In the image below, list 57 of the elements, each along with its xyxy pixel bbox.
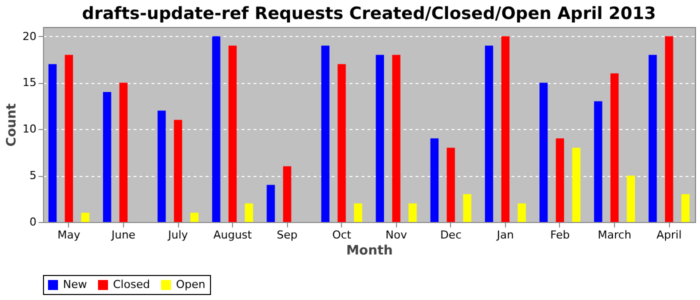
bar	[244, 203, 254, 222]
x-tick-label: Sep	[276, 228, 298, 242]
x-tick-label: June	[110, 228, 136, 242]
bar	[540, 82, 548, 222]
x-tick-label: Nov	[386, 228, 408, 242]
y-tick-label: 0	[30, 216, 36, 228]
bar	[594, 101, 602, 222]
legend-label: New	[63, 278, 87, 291]
x-tick-label: Oct	[332, 228, 352, 242]
bar	[48, 64, 57, 222]
bar	[119, 82, 128, 222]
bar	[174, 120, 182, 222]
bar	[610, 73, 619, 222]
bar	[626, 176, 635, 222]
x-tick-label: Jan	[496, 228, 514, 242]
bar	[664, 36, 674, 222]
bar	[430, 138, 439, 222]
y-axis-title: Count	[4, 103, 20, 147]
bar	[321, 46, 330, 222]
y-tick-label: 5	[30, 169, 36, 182]
x-tick-label: Feb	[550, 228, 570, 242]
bar	[64, 54, 74, 222]
bar	[463, 194, 472, 222]
bar	[283, 166, 292, 222]
bar	[103, 92, 112, 222]
bar	[408, 203, 417, 222]
x-tick-label: Dec	[440, 228, 462, 242]
bar	[681, 194, 690, 222]
bar	[501, 36, 510, 222]
bar	[376, 54, 384, 222]
x-tick-label: March	[598, 228, 632, 242]
bar	[518, 203, 526, 222]
bar	[354, 203, 362, 222]
y-tick-label: 15	[22, 76, 36, 90]
bar	[81, 212, 90, 222]
bar	[228, 46, 237, 222]
bar	[212, 36, 220, 222]
x-tick-label: April	[656, 228, 682, 242]
bar	[572, 148, 580, 222]
y-tick-label: 10	[22, 122, 36, 136]
y-tick-label: 20	[22, 30, 36, 43]
x-tick-label: May	[58, 228, 81, 242]
bar	[556, 138, 564, 222]
bar	[338, 64, 346, 222]
x-tick-label: August	[213, 228, 253, 242]
legend-label: Closed	[113, 278, 150, 291]
x-axis-title: Month	[346, 244, 393, 258]
bar	[648, 54, 657, 222]
bar	[484, 46, 494, 222]
x-tick-label: July	[167, 228, 188, 242]
legend-label: Open	[176, 278, 206, 291]
bar	[446, 148, 455, 222]
bar	[190, 212, 198, 222]
bar	[392, 54, 400, 222]
bar	[158, 110, 166, 222]
chart-title: drafts-update-ref Requests Created/Closed/Open April 2013	[82, 4, 656, 24]
bar	[266, 184, 275, 222]
